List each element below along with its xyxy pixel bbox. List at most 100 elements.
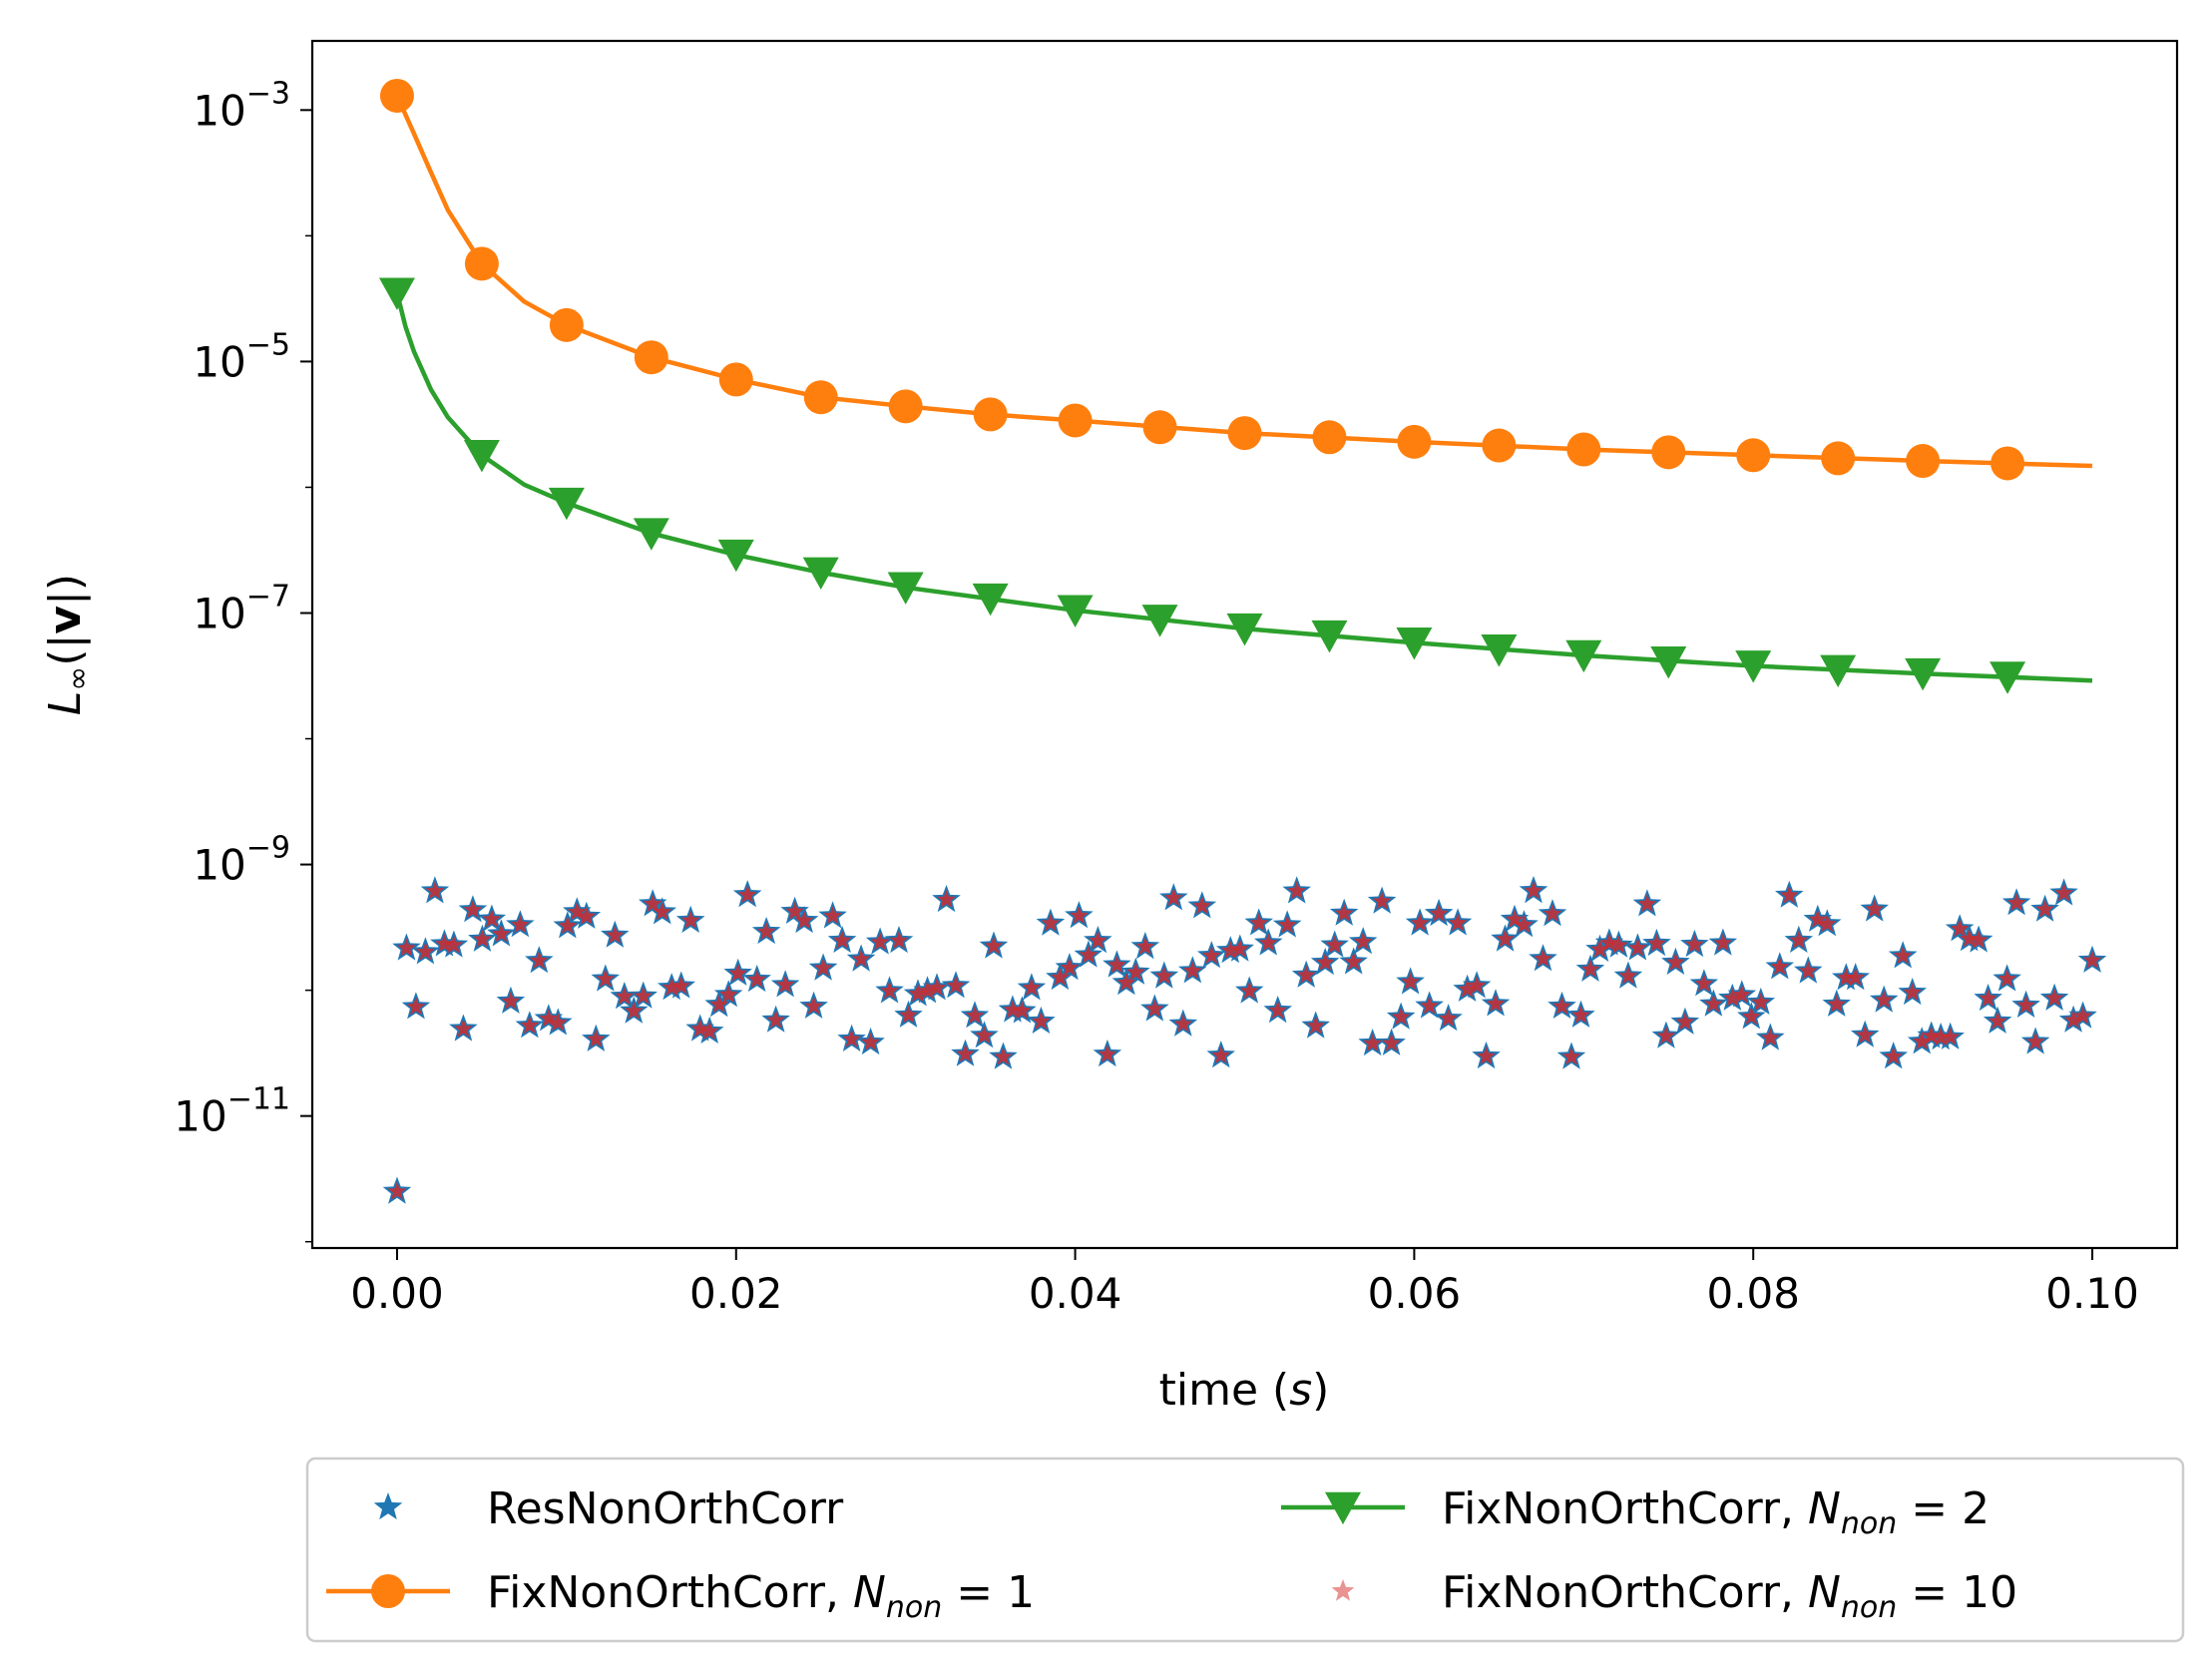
nnon-10-point [1031, 1011, 1051, 1030]
nnon-10-point [766, 1010, 786, 1029]
nnon-10-point [1515, 915, 1534, 934]
nnon-2-point [378, 277, 415, 310]
nnon-10-point [1211, 1046, 1231, 1064]
nnon-10-point [2006, 893, 2026, 912]
x-tick-label: 0.06 [1368, 1269, 1462, 1318]
nnon-10-point [1722, 988, 1742, 1007]
nnon-2-point [1057, 595, 1094, 628]
nnon-10-point [406, 997, 426, 1016]
nnon-10-point [1779, 885, 1799, 904]
nnon-1-point [1058, 403, 1093, 438]
nnon-10-point [2025, 1032, 2045, 1050]
nnon-10-point [1050, 968, 1070, 987]
nnon-10-point [1979, 989, 1998, 1008]
nnon-10-point [1760, 1028, 1780, 1046]
nnon-1-point [1566, 432, 1601, 467]
nnon-2-point [1311, 620, 1348, 653]
nnon-10-point [1439, 1009, 1459, 1028]
nnon-10-point [1268, 1001, 1288, 1020]
nnon-10-point [1496, 929, 1515, 948]
nnon-10-point [453, 1019, 473, 1038]
nnon-10-point [1315, 952, 1335, 971]
nnon-10-point [680, 910, 700, 929]
nnon-10-point [1855, 1025, 1875, 1044]
nnon-10-point [1003, 1000, 1023, 1019]
nnon-10-point [804, 996, 824, 1015]
nnon-1-point [1312, 420, 1347, 455]
nnon-10-point [956, 1044, 975, 1062]
y-tick-label: 10−7 [193, 579, 290, 637]
nnon-10-point [472, 929, 492, 948]
nnon-10-point [1798, 961, 1818, 980]
nnon-10-point [425, 881, 445, 900]
nnon-10-point [851, 949, 871, 968]
nnon-10-point [1941, 1027, 1961, 1046]
nnon-10-point [1296, 965, 1316, 984]
nnon-10-point [1836, 968, 1856, 987]
plot-frame [310, 39, 2179, 1250]
legend-label-nnon-10: FixNonOrthCorr, Nnon = 10 [1442, 1567, 2017, 1625]
nnon-10-point [1069, 906, 1089, 925]
nnon-10-point [1258, 933, 1278, 952]
x-tick-label: 0.04 [1029, 1269, 1122, 1318]
nnon-10-point [586, 1029, 606, 1047]
nnon-10-point [1382, 1033, 1402, 1051]
nnon-10-point [491, 924, 511, 943]
nnon-10-point [1239, 981, 1259, 1000]
y-tick-label: 10−11 [174, 1082, 290, 1141]
nnon-10-point [1608, 935, 1628, 954]
x-tick-label: 0.08 [1706, 1269, 1800, 1318]
x-axis-label: time (s) [1159, 1365, 1330, 1416]
nnon-1-point [718, 362, 753, 397]
nnon-10-point [975, 1026, 994, 1045]
nnon-10-point [1012, 1001, 1032, 1020]
nnon-10-point [605, 925, 625, 944]
x-tick-label: 0.02 [689, 1269, 783, 1318]
nnon-1-point [1651, 435, 1686, 470]
nnon-10-point [615, 987, 635, 1006]
nnon-10-point [558, 916, 578, 935]
nnon-2-point [1396, 628, 1433, 660]
nnon-10-point [1589, 939, 1609, 958]
nnon-10-point [1694, 974, 1714, 993]
y-tick-label: 10−5 [193, 327, 290, 386]
nnon-10-point [1135, 937, 1155, 956]
nnon-1-point [634, 340, 668, 375]
nnon-10-point [775, 975, 795, 994]
nnon-10-point [1922, 1026, 1942, 1045]
nnon-10-point [699, 1021, 719, 1040]
nnon-10-point [1060, 958, 1080, 977]
nnon-10-point [2073, 1006, 2093, 1025]
legend-frame [305, 1457, 2185, 1643]
legend-label-resnonorthcorr: ResNonOrthCorr [487, 1483, 844, 1534]
nnon-10-point [1571, 1005, 1590, 1024]
nnon-10-point [2082, 950, 2102, 969]
nnon-10-point [861, 1033, 881, 1051]
x-tick-label: 0.10 [2045, 1269, 2139, 1318]
nnon-10-point [2063, 1010, 2083, 1029]
nnon-10-point [510, 915, 530, 934]
legend-label-nnon-1: FixNonOrthCorr, Nnon = 1 [487, 1567, 1035, 1625]
nnon-10-point [1098, 1045, 1117, 1063]
nnon-10-point [1675, 1012, 1695, 1031]
nnon-2-point [1481, 634, 1518, 667]
nnon-10-point [1580, 959, 1600, 978]
nnon-10-point [1732, 985, 1752, 1004]
nnon-10-point [1154, 966, 1174, 985]
nnon-1-point [1397, 424, 1432, 459]
nnon-2-point [463, 439, 500, 473]
nnon-10-point [1534, 949, 1552, 968]
nnon-10-point [1306, 1016, 1326, 1035]
nnon-2-point [1990, 661, 2026, 694]
nnon-10-point [1751, 992, 1771, 1011]
nnon-10-point [1969, 930, 1989, 949]
nnon-10-point [1079, 945, 1099, 964]
nnon-10-point [899, 1005, 918, 1024]
nnon-10-point [1277, 915, 1297, 934]
nnon-10-point [1325, 935, 1345, 954]
nnon-10-point [870, 932, 890, 951]
nnon-10-point [671, 976, 691, 995]
nnon-10-point [908, 984, 928, 1003]
nnon-10-point [1997, 969, 2017, 988]
nnon-1-point [973, 397, 1008, 432]
